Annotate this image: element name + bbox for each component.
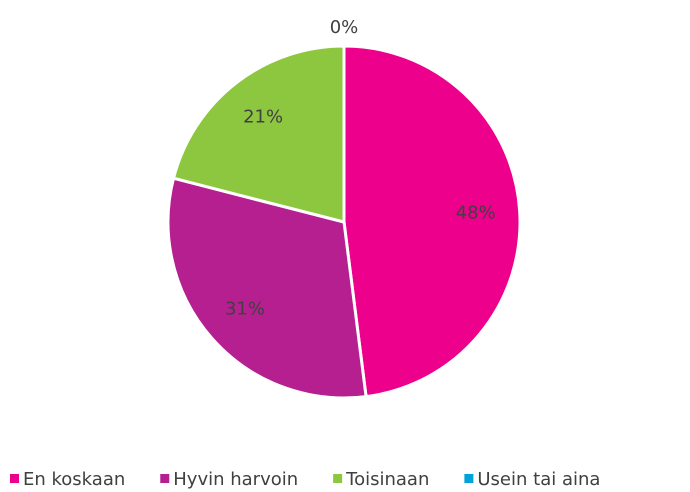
data-label: 48% bbox=[456, 203, 496, 224]
legend-label: Usein tai aina bbox=[477, 469, 600, 490]
legend-swatch bbox=[160, 474, 170, 483]
legend-label: En koskaan bbox=[23, 469, 125, 490]
pie-slice bbox=[166, 176, 368, 400]
pie-slice bbox=[342, 44, 522, 399]
legend-swatch bbox=[464, 474, 474, 483]
pie-slice bbox=[171, 44, 346, 224]
legend-swatch bbox=[333, 474, 343, 483]
legend-label: Hyvin harvoin bbox=[173, 469, 298, 490]
data-label: 0% bbox=[330, 17, 359, 38]
legend-swatch bbox=[10, 474, 19, 483]
data-label: 21% bbox=[243, 107, 283, 128]
data-label: 31% bbox=[225, 298, 265, 319]
legend-label: Toisinaan bbox=[345, 469, 429, 490]
